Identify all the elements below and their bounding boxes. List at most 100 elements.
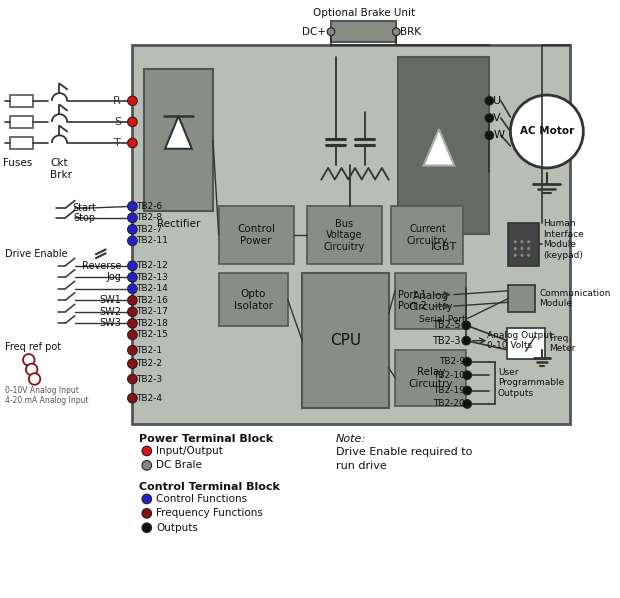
Circle shape [520,254,524,257]
Text: Frequency Functions: Frequency Functions [156,508,264,518]
Text: T: T [114,138,121,148]
Circle shape [128,393,137,403]
Bar [331,21,396,42]
Circle shape [463,371,472,380]
Text: 4-20 mA Analog Input: 4-20 mA Analog Input [5,396,89,405]
Text: TB2-4: TB2-4 [136,393,162,402]
Circle shape [128,284,137,294]
Bar [391,206,463,264]
Text: TB2-17: TB2-17 [136,307,168,316]
Text: Reverse: Reverse [81,261,121,271]
Circle shape [128,202,137,211]
Circle shape [142,446,151,456]
Text: Rectifier: Rectifier [157,219,200,229]
Text: TB2-16: TB2-16 [136,296,168,305]
Circle shape [327,28,335,35]
Circle shape [513,254,517,257]
Circle shape [128,213,137,222]
Text: Current
Circuitry: Current Circuitry [407,224,448,246]
Text: R: R [113,96,121,106]
Circle shape [463,386,472,395]
Circle shape [520,240,524,244]
Text: Start: Start [72,203,96,213]
Text: Outputs: Outputs [156,523,198,533]
Text: Power Terminal Block: Power Terminal Block [139,434,273,444]
Circle shape [26,364,37,375]
Text: W: W [493,130,504,141]
Text: TB2-18: TB2-18 [136,319,168,328]
Circle shape [513,246,517,251]
Polygon shape [423,129,454,166]
Text: Freq.
Meter: Freq. Meter [549,334,575,353]
Text: Analog
Circuitry: Analog Circuitry [409,291,453,312]
Text: TB2-1: TB2-1 [136,346,162,355]
Circle shape [128,261,137,271]
Text: V: V [493,113,501,123]
Text: U: U [493,96,501,106]
Circle shape [128,330,137,340]
Text: TB2-12: TB2-12 [136,261,168,270]
Circle shape [128,138,137,148]
Circle shape [527,240,531,244]
Bar [507,328,545,359]
Text: Human
Interface
Module
(keypad): Human Interface Module (keypad) [543,219,584,260]
Text: TB2-13: TB2-13 [136,273,168,282]
Text: Stop: Stop [74,213,96,223]
Text: Ckt
Brkr: Ckt Brkr [50,158,73,180]
Text: TB2-6: TB2-6 [136,202,162,211]
Bar [219,273,288,327]
Bar [508,222,539,266]
Circle shape [462,321,471,329]
Text: Jog: Jog [106,272,121,282]
Text: Analog Output
0-10 Volts: Analog Output 0-10 Volts [487,331,552,350]
Circle shape [485,114,494,123]
Text: Relay
Circuitry: Relay Circuitry [409,367,453,389]
Bar [144,69,213,211]
Text: DC+: DC+ [302,27,326,36]
Text: TB2-10: TB2-10 [433,371,466,380]
Circle shape [485,96,494,105]
Circle shape [142,460,151,470]
Circle shape [142,523,151,533]
Text: SW2: SW2 [99,307,121,317]
Circle shape [527,246,531,251]
Text: Bus
Voltage
Circuitry: Bus Voltage Circuitry [324,218,365,252]
Bar [508,285,535,312]
Polygon shape [165,116,192,149]
Text: Port 1: Port 1 [398,289,427,300]
Text: Optional Brake Unit: Optional Brake Unit [312,8,415,19]
Text: Drive Enable: Drive Enable [5,249,68,260]
Text: User
Programmable
Outputs: User Programmable Outputs [498,368,564,398]
Text: Opto
Isolator: Opto Isolator [234,289,273,311]
Circle shape [463,358,472,366]
Circle shape [128,319,137,328]
Text: S: S [113,117,121,127]
Text: CPU: CPU [330,333,361,348]
Circle shape [128,273,137,282]
Bar [9,116,33,127]
Bar [302,273,389,408]
Text: IGBT: IGBT [431,242,457,252]
Circle shape [142,494,151,504]
Bar [133,45,570,424]
Text: SW3: SW3 [99,318,121,328]
Bar [219,206,294,264]
Text: TB2-14: TB2-14 [136,284,168,294]
Bar [396,273,466,329]
Text: SW1: SW1 [99,295,121,306]
Text: Port 2: Port 2 [398,301,427,311]
Circle shape [527,254,531,257]
Text: Communication
Module: Communication Module [539,289,611,308]
Circle shape [392,28,400,35]
Text: Control
Power: Control Power [237,224,275,246]
Text: Freq ref pot: Freq ref pot [5,343,61,352]
Circle shape [128,374,137,384]
Circle shape [485,131,494,140]
Circle shape [23,354,35,365]
Text: Control Functions: Control Functions [156,494,247,504]
Bar [396,350,466,406]
Text: TB2-20: TB2-20 [433,399,466,408]
Circle shape [128,346,137,355]
Circle shape [128,359,137,368]
Circle shape [128,96,137,106]
